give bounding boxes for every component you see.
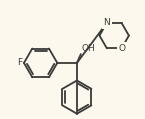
Text: F: F [17,58,22,67]
Text: O: O [118,44,125,53]
Text: OH: OH [82,44,96,53]
Text: N: N [103,18,110,27]
